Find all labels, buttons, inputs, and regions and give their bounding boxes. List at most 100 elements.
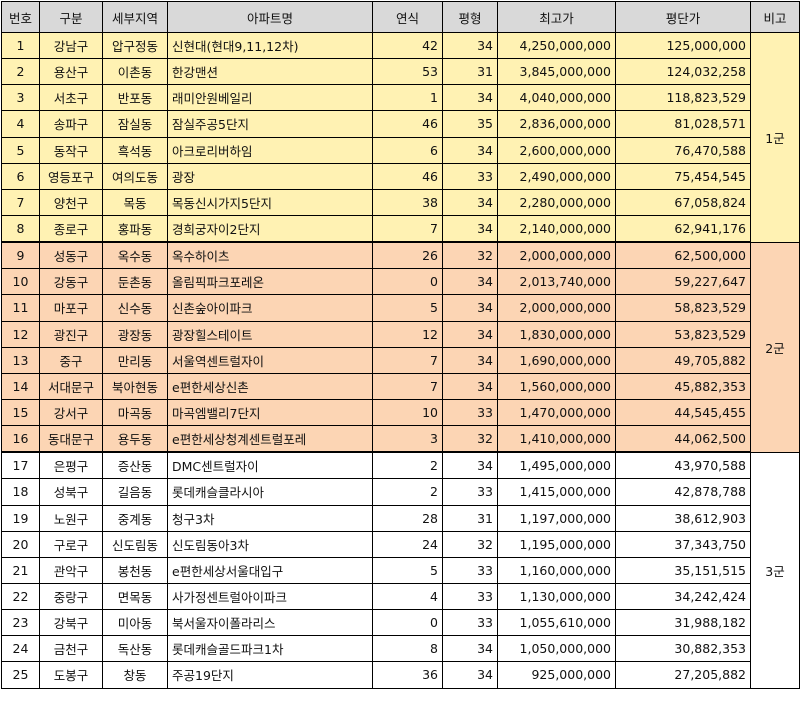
row-number: 17 (1, 451, 40, 480)
row-size: 34 (442, 268, 498, 296)
group-label: 3군 (750, 451, 800, 689)
row-price-per-pyeong: 75,454,545 (615, 162, 751, 190)
row-size: 33 (442, 582, 498, 611)
row-district: 강북구 (39, 609, 103, 637)
row-number: 8 (1, 214, 40, 244)
row-apartment-name: 한강맨션 (167, 58, 373, 86)
row-age: 10 (372, 398, 443, 427)
row-max-price: 2,280,000,000 (497, 188, 616, 216)
row-apartment-name: e편한세상신촌 (167, 372, 373, 400)
row-area: 중계동 (102, 504, 168, 532)
row-district: 관악구 (39, 556, 103, 584)
row-district: 강동구 (39, 268, 103, 296)
row-max-price: 3,845,000,000 (497, 58, 616, 86)
row-size: 32 (442, 530, 498, 558)
group-label: 1군 (750, 32, 800, 243)
row-age: 28 (372, 504, 443, 532)
row-apartment-name: 롯데캐슬클라시아 (167, 478, 373, 506)
row-area: 반포동 (102, 84, 168, 112)
row-apartment-name: 아크로리버하임 (167, 136, 373, 164)
row-district: 성동구 (39, 241, 103, 270)
row-age: 53 (372, 58, 443, 86)
row-max-price: 2,836,000,000 (497, 110, 616, 138)
row-number: 12 (1, 320, 40, 348)
row-price-per-pyeong: 37,343,750 (615, 530, 751, 558)
row-area: 신도림동 (102, 530, 168, 558)
row-number: 1 (1, 31, 40, 60)
table-row: 5 동작구 흑석동 아크로리버하임 6 34 2,600,000,000 76,470,588 (1, 136, 800, 164)
row-area: 만리동 (102, 346, 168, 374)
row-district: 마포구 (39, 294, 103, 322)
row-number: 16 (1, 425, 40, 454)
table-row: 17 은평구 증산동 DMC센트럴자이 2 34 1,495,000,000 43,970,5… (1, 451, 800, 689)
row-age: 7 (372, 372, 443, 400)
row-area: 북아현동 (102, 372, 168, 400)
row-number: 25 (1, 661, 40, 689)
row-price-per-pyeong: 59,227,647 (615, 268, 751, 296)
row-apartment-name: 신현대(현대9,11,12차) (167, 31, 373, 60)
row-area: 용두동 (102, 425, 168, 454)
row-district: 종로구 (39, 214, 103, 244)
row-age: 0 (372, 268, 443, 296)
table-row: 18 성북구 길음동 롯데캐슬클라시아 2 33 1,415,000,000 42,878,7… (1, 478, 800, 506)
row-age: 46 (372, 162, 443, 190)
row-number: 13 (1, 346, 40, 374)
row-price-per-pyeong: 30,882,353 (615, 635, 751, 663)
row-size: 33 (442, 556, 498, 584)
row-number: 14 (1, 372, 40, 400)
row-size: 34 (442, 661, 498, 689)
row-district: 중랑구 (39, 582, 103, 611)
row-price-per-pyeong: 49,705,882 (615, 346, 751, 374)
row-number: 9 (1, 241, 40, 270)
row-max-price: 4,040,000,000 (497, 84, 616, 112)
row-max-price: 1,415,000,000 (497, 478, 616, 506)
row-age: 42 (372, 31, 443, 60)
row-price-per-pyeong: 62,941,176 (615, 214, 751, 244)
row-max-price: 1,830,000,000 (497, 320, 616, 348)
row-price-per-pyeong: 42,878,788 (615, 478, 751, 506)
row-district: 은평구 (39, 451, 103, 480)
table-row: 16 동대문구 용두동 e편한세상청계센트럴포레 3 32 1,410,000,000 44,… (1, 425, 800, 454)
row-district: 강남구 (39, 31, 103, 60)
row-max-price: 1,410,000,000 (497, 425, 616, 454)
row-number: 22 (1, 582, 40, 611)
row-district: 양천구 (39, 188, 103, 216)
row-number: 24 (1, 635, 40, 663)
table-row: 12 광진구 광장동 광장힐스테이트 12 34 1,830,000,000 53,823,5… (1, 320, 800, 348)
row-size: 34 (442, 188, 498, 216)
row-apartment-name: 광장힐스테이트 (167, 320, 373, 348)
row-max-price: 1,130,000,000 (497, 582, 616, 611)
row-age: 1 (372, 84, 443, 112)
row-price-per-pyeong: 27,205,882 (615, 661, 751, 689)
row-area: 흑석동 (102, 136, 168, 164)
table-row: 20 구로구 신도림동 신도림동아3차 24 32 1,195,000,000 37,343,… (1, 530, 800, 558)
row-age: 2 (372, 478, 443, 506)
row-apartment-name: 청구3차 (167, 504, 373, 532)
row-apartment-name: 경희궁자이2단지 (167, 214, 373, 244)
row-apartment-name: 주공19단지 (167, 661, 373, 689)
table-row: 3 서초구 반포동 래미안원베일리 1 34 4,040,000,000 118,823,52… (1, 84, 800, 112)
row-number: 6 (1, 162, 40, 190)
row-size: 31 (442, 504, 498, 532)
row-number: 4 (1, 110, 40, 138)
row-area: 신수동 (102, 294, 168, 322)
group-label: 2군 (750, 241, 800, 453)
row-max-price: 1,470,000,000 (497, 398, 616, 427)
table-row: 10 강동구 둔촌동 올림픽파크포레온 0 34 2,013,740,000 59,227,6… (1, 268, 800, 296)
row-max-price: 2,000,000,000 (497, 294, 616, 322)
row-size: 35 (442, 110, 498, 138)
row-area: 창동 (102, 661, 168, 689)
row-apartment-name: 옥수하이츠 (167, 241, 373, 270)
header-size: 평형 (442, 1, 498, 33)
row-number: 19 (1, 504, 40, 532)
row-age: 46 (372, 110, 443, 138)
row-area: 광장동 (102, 320, 168, 348)
header-row: 번호 구분 세부지역 아파트명 연식 평형 최고가 평단가 비고 (1, 1, 800, 33)
row-area: 독산동 (102, 635, 168, 663)
table-row: 24 금천구 독산동 롯데캐슬골드파크1차 8 34 1,050,000,000 30,882… (1, 635, 800, 663)
row-size: 34 (442, 294, 498, 322)
row-area: 마곡동 (102, 398, 168, 427)
table-row: 9 성동구 옥수동 옥수하이츠 26 32 2,000,000,000 62,500,000 2… (1, 241, 800, 453)
table-row: 21 관악구 봉천동 e편한세상서울대입구 5 33 1,160,000,000 35,151… (1, 556, 800, 584)
row-district: 영등포구 (39, 162, 103, 190)
